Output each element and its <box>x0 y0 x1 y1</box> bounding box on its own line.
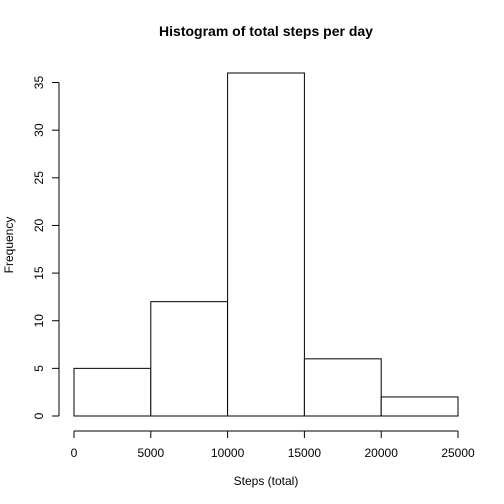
x-tick-label: 5000 <box>137 446 164 460</box>
histogram-bar <box>150 301 229 417</box>
y-tick-label: 0 <box>32 412 46 419</box>
x-tick-label: 0 <box>71 446 78 460</box>
y-tick-label: 10 <box>32 314 46 328</box>
y-axis-label: Frequency <box>2 217 16 274</box>
histogram-bar <box>227 72 305 417</box>
x-axis: 0 5000 10000 15000 20000 25000 <box>71 430 475 460</box>
x-tick-label: 10000 <box>211 446 245 460</box>
x-tick-label: 15000 <box>288 446 322 460</box>
y-tick-label: 25 <box>32 171 46 185</box>
histogram-bar <box>303 358 382 417</box>
y-tick-label: 35 <box>32 76 46 90</box>
x-axis-label: Steps (total) <box>234 474 299 488</box>
histogram-bar <box>73 367 152 417</box>
x-tick-label: 20000 <box>365 446 399 460</box>
y-tick-label: 30 <box>32 123 46 137</box>
histogram-bar <box>380 396 459 417</box>
y-tick-label: 15 <box>32 266 46 280</box>
chart-title: Histogram of total steps per day <box>159 23 373 39</box>
y-tick-label: 20 <box>32 218 46 232</box>
bars-group <box>73 72 459 417</box>
y-axis: 0 5 10 15 20 25 30 35 <box>32 76 60 419</box>
x-tick-label: 25000 <box>441 446 475 460</box>
y-tick-label: 5 <box>32 365 46 372</box>
